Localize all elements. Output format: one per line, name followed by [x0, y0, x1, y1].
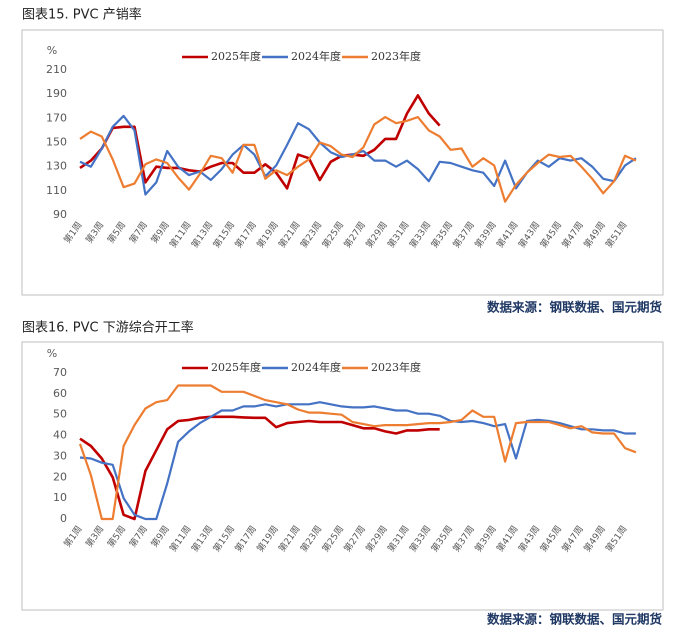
x-tick-label: 第37周	[450, 219, 477, 250]
x-tick-label: 第39周	[472, 523, 499, 554]
x-tick-label: 第15周	[210, 523, 237, 554]
y-tick-label: 60	[53, 387, 67, 400]
x-tick-label: 第13周	[189, 523, 216, 554]
legend-label: 2024年度	[291, 360, 341, 374]
series-line	[79, 94, 441, 190]
x-tick-label: 第35周	[428, 523, 455, 554]
chart-title: 图表16. PVC 下游综合开工率	[22, 320, 194, 336]
x-tick-label: 第29周	[363, 219, 390, 250]
y-tick-label: 0	[60, 512, 67, 525]
x-tick-label: 第23周	[298, 523, 325, 554]
y-tick-label: 170	[46, 111, 67, 124]
x-tick-label: 第43周	[516, 523, 543, 554]
x-tick-label: 第47周	[559, 219, 586, 250]
x-tick-label: 第11周	[167, 523, 194, 554]
x-tick-label: 第7周	[126, 219, 149, 245]
x-tick-label: 第3周	[83, 219, 106, 245]
source-note: 数据来源：钢联数据、国元期货	[486, 612, 663, 627]
x-tick-label: 第27周	[341, 523, 368, 554]
chart-frame	[21, 29, 664, 296]
y-tick-label: 40	[53, 429, 67, 442]
y-tick-label: 10	[53, 491, 67, 504]
x-tick-label: 第17周	[232, 219, 259, 250]
x-tick-label: 第19周	[254, 219, 281, 250]
x-tick-label: 第33周	[407, 219, 434, 250]
x-tick-label: 第19周	[254, 523, 281, 554]
x-tick-label: 第15周	[210, 219, 237, 250]
y-tick-label: 30	[53, 449, 67, 462]
x-tick-label: 第11周	[167, 219, 194, 250]
x-tick-label: 第25周	[319, 523, 346, 554]
y-unit: %	[47, 44, 57, 57]
x-tick-label: 第39周	[472, 219, 499, 250]
x-tick-label: 第7周	[126, 523, 149, 549]
x-tick-label: 第31周	[385, 523, 412, 554]
x-tick-label: 第5周	[105, 523, 128, 549]
chart-frame	[21, 341, 664, 611]
y-tick-label: 210	[46, 63, 67, 76]
x-tick-label: 第29周	[363, 523, 390, 554]
y-tick-label: 20	[53, 470, 67, 483]
legend-label: 2025年度	[211, 360, 261, 374]
x-tick-label: 第49周	[581, 219, 608, 250]
series-line	[79, 415, 440, 521]
y-tick-label: 190	[46, 87, 67, 100]
x-tick-label: 第27周	[341, 219, 368, 250]
x-tick-label: 第1周	[61, 219, 84, 245]
x-tick-label: 第51周	[603, 523, 630, 554]
legend-label: 2024年度	[291, 49, 341, 63]
x-tick-label: 第9周	[148, 523, 171, 549]
y-unit: %	[47, 347, 57, 360]
x-tick-label: 第21周	[276, 523, 303, 554]
x-tick-label: 第17周	[232, 523, 259, 554]
legend-label: 2023年度	[371, 49, 421, 63]
chart-title: 图表15. PVC 产销率	[22, 7, 142, 23]
x-tick-label: 第45周	[537, 219, 564, 250]
y-tick-label: 130	[46, 160, 67, 173]
x-tick-label: 第41周	[494, 523, 521, 554]
legend-label: 2025年度	[211, 49, 261, 63]
series-line	[78, 384, 637, 521]
x-tick-label: 第1周	[61, 523, 84, 549]
x-tick-label: 第47周	[559, 523, 586, 554]
x-tick-label: 第3周	[83, 523, 106, 549]
x-tick-label: 第37周	[450, 523, 477, 554]
y-tick-label: 150	[46, 136, 67, 149]
x-tick-label: 第43周	[516, 219, 543, 250]
x-tick-label: 第49周	[581, 523, 608, 554]
x-tick-label: 第25周	[319, 219, 346, 250]
y-tick-label: 70	[53, 366, 67, 379]
y-tick-label: 110	[46, 184, 67, 197]
x-tick-label: 第9周	[148, 219, 171, 245]
x-tick-label: 第41周	[494, 219, 521, 250]
series-line	[79, 401, 636, 521]
x-tick-label: 第35周	[428, 219, 455, 250]
x-tick-label: 第5周	[105, 219, 128, 245]
y-tick-label: 50	[53, 408, 67, 421]
x-tick-label: 第23周	[298, 219, 325, 250]
source-note: 数据来源：钢联数据、国元期货	[486, 300, 663, 315]
x-tick-label: 第21周	[276, 219, 303, 250]
x-tick-label: 第31周	[385, 219, 412, 250]
x-tick-label: 第33周	[407, 523, 434, 554]
x-tick-label: 第13周	[189, 219, 216, 250]
y-tick-label: 90	[53, 208, 67, 221]
x-tick-label: 第51周	[603, 219, 630, 250]
legend-label: 2023年度	[371, 360, 421, 374]
x-tick-label: 第45周	[537, 523, 564, 554]
series-line	[79, 116, 637, 203]
